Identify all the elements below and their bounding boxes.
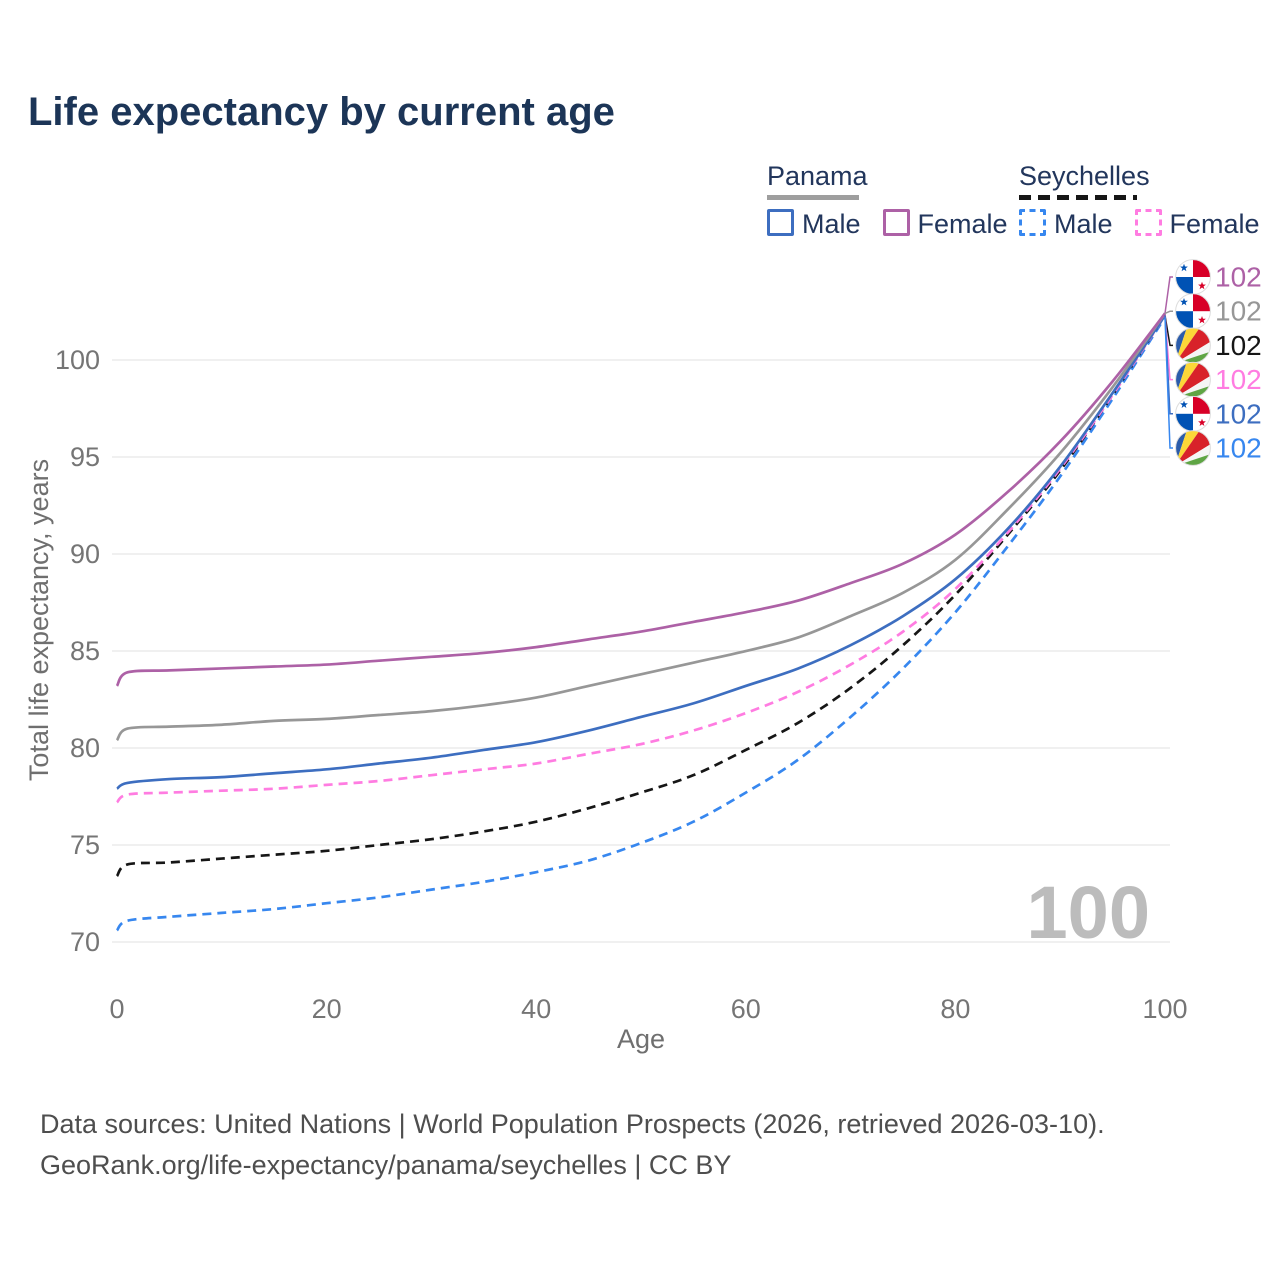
legend-title-seychelles: Seychelles bbox=[1019, 161, 1150, 191]
line-seychelles_male bbox=[115, 316, 1167, 932]
end-value-seychelles_female: 102 bbox=[1215, 364, 1262, 395]
panama-male-swatch bbox=[767, 209, 794, 237]
y-axis-title: Total life expectancy, years bbox=[24, 459, 54, 781]
age-watermark: 100 bbox=[1027, 871, 1150, 954]
end-value-panama_male: 102 bbox=[1215, 398, 1262, 429]
y-tick-70: 70 bbox=[70, 927, 100, 957]
line-panama_all bbox=[115, 312, 1167, 742]
y-tick-80: 80 bbox=[70, 733, 100, 763]
x-tick-40: 40 bbox=[521, 994, 551, 1024]
end-value-panama_female: 102 bbox=[1215, 262, 1262, 293]
data-lines bbox=[115, 312, 1167, 932]
footer-sources: Data sources: United Nations | World Pop… bbox=[40, 1109, 1105, 1139]
legend-item-panama-male: Male bbox=[767, 209, 861, 239]
leader-seychelles_male bbox=[1164, 317, 1173, 449]
line-panama_female bbox=[115, 312, 1167, 687]
x-tick-60: 60 bbox=[731, 994, 761, 1024]
legend-label: Male bbox=[1054, 209, 1113, 240]
seychelles-male-swatch bbox=[1019, 209, 1046, 237]
x-tick-0: 0 bbox=[109, 994, 124, 1024]
line-seychelles_female bbox=[116, 314, 1167, 804]
line-panama_male bbox=[116, 314, 1167, 790]
y-tick-85: 85 bbox=[70, 636, 100, 666]
x-tick-100: 100 bbox=[1142, 994, 1187, 1024]
seychelles-female-swatch bbox=[1134, 209, 1162, 237]
y-tick-75: 75 bbox=[70, 830, 100, 860]
watermark-age-value: 100 bbox=[1027, 871, 1150, 954]
leader-panama_female bbox=[1164, 276, 1173, 314]
legend-underline-seychelles bbox=[1019, 195, 1137, 201]
seychelles-flag-icon bbox=[1175, 327, 1211, 363]
seychelles-flag-icon bbox=[1175, 430, 1211, 466]
x-tick-20: 20 bbox=[312, 994, 342, 1024]
end-value-seychelles_all: 102 bbox=[1215, 330, 1262, 361]
y-tick-95: 95 bbox=[70, 442, 100, 472]
legend-underline-panama bbox=[767, 195, 859, 201]
end-value-panama_all: 102 bbox=[1215, 296, 1262, 327]
panama-flag-icon bbox=[1175, 259, 1211, 295]
legend-item-panama-female: Female bbox=[882, 209, 1008, 240]
legend-label: Female bbox=[917, 209, 1008, 240]
leader-seychelles_all bbox=[1164, 315, 1173, 347]
y-tick-100: 100 bbox=[55, 345, 100, 375]
page-title: Life expectancy by current age bbox=[28, 90, 615, 134]
panama-flag-icon bbox=[1175, 293, 1211, 329]
y-tick-90: 90 bbox=[70, 539, 100, 569]
seychelles-flag-icon bbox=[1175, 362, 1211, 398]
panama-flag-icon bbox=[1175, 396, 1211, 432]
footer: Data sources: United Nations | World Pop… bbox=[40, 1104, 1105, 1186]
legend-title-panama: Panama bbox=[767, 161, 868, 191]
legend-group-seychelles: Seychelles Male Female bbox=[1019, 162, 1280, 240]
end-value-seychelles_male: 102 bbox=[1215, 433, 1262, 464]
legend-label: Male bbox=[802, 209, 861, 240]
line-seychelles_all bbox=[115, 314, 1167, 877]
axis-labels: 70 75 80 85 90 95 100 0 20 40 60 80 100 Age Total life… bbox=[24, 345, 1188, 1054]
footer-link: GeoRank.org/life-expectancy/panama/seych… bbox=[40, 1150, 732, 1181]
legend-item-seychelles-female: Female bbox=[1134, 209, 1260, 240]
legend-item-seychelles-male: Male bbox=[1019, 209, 1113, 239]
legend-group-panama: Panama Male Female bbox=[767, 162, 1030, 240]
legend-label: Female bbox=[1169, 209, 1260, 240]
gridlines bbox=[112, 359, 1170, 943]
x-axis-title: Age bbox=[617, 1024, 665, 1054]
x-tick-80: 80 bbox=[940, 994, 970, 1024]
panama-female-swatch bbox=[882, 209, 910, 237]
leader-panama_all bbox=[1164, 310, 1173, 315]
